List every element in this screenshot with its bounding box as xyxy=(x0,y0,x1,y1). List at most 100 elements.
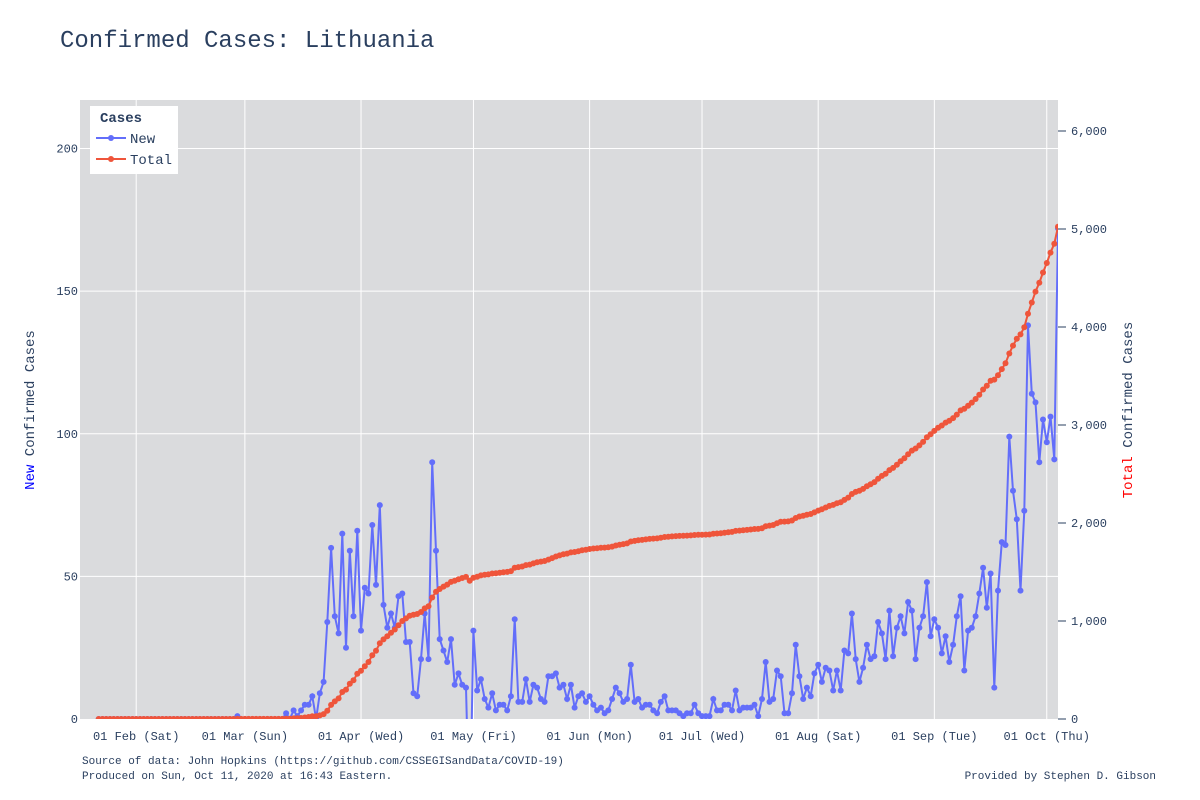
new-point xyxy=(519,698,526,705)
total-point xyxy=(358,667,364,674)
total-point xyxy=(905,451,912,458)
new-point xyxy=(818,678,825,685)
new-point xyxy=(830,687,837,694)
new-point xyxy=(343,644,349,651)
total-point xyxy=(1051,240,1058,247)
new-point xyxy=(582,698,589,705)
new-point xyxy=(882,656,889,663)
total-point xyxy=(1040,269,1046,276)
total-point xyxy=(1032,288,1039,295)
new-point xyxy=(560,681,567,688)
x-tick-label: 01 Apr (Wed) xyxy=(318,730,404,744)
new-point xyxy=(609,696,616,702)
new-point xyxy=(1017,587,1024,594)
new-point xyxy=(792,641,799,648)
legend-swatch-marker xyxy=(108,156,114,162)
new-point xyxy=(968,624,975,631)
total-point xyxy=(1028,299,1035,306)
new-point xyxy=(1043,439,1050,446)
new-point xyxy=(429,459,436,466)
new-point xyxy=(983,604,990,611)
new-point xyxy=(463,684,469,691)
total-point xyxy=(365,659,372,665)
y-left-axis-title-prefix: New xyxy=(23,464,39,490)
y-right-tick-label: 3,000 xyxy=(1071,419,1107,433)
new-point xyxy=(815,661,822,668)
new-point xyxy=(1032,399,1039,406)
new-point xyxy=(687,710,694,717)
new-point xyxy=(886,607,893,614)
new-point xyxy=(875,619,882,625)
new-point xyxy=(856,678,863,685)
new-point xyxy=(526,698,533,705)
new-point xyxy=(953,613,960,620)
total-point xyxy=(429,594,436,601)
total-point xyxy=(920,438,927,445)
new-point xyxy=(916,624,923,631)
new-point xyxy=(489,690,496,697)
new-point xyxy=(511,616,518,623)
new-point xyxy=(950,641,957,648)
total-point xyxy=(418,609,424,615)
new-point xyxy=(796,673,803,680)
total-point xyxy=(463,573,469,580)
new-point xyxy=(380,601,387,608)
new-point xyxy=(774,667,780,674)
new-point xyxy=(320,678,327,685)
y-left-tick-label: 100 xyxy=(56,428,78,442)
x-tick-label: 01 Feb (Sat) xyxy=(93,730,179,744)
new-point xyxy=(328,544,335,551)
new-point xyxy=(751,701,758,708)
x-tick-label: 01 Jun (Mon) xyxy=(546,730,632,744)
total-point xyxy=(391,626,398,633)
total-point xyxy=(1055,223,1058,230)
new-point xyxy=(901,630,908,637)
new-point xyxy=(1021,507,1028,514)
total-point xyxy=(882,470,889,477)
total-point xyxy=(1063,201,1069,207)
new-point xyxy=(905,599,912,605)
y-left-axis-title-suffix: Confirmed Cases xyxy=(23,330,39,464)
new-point xyxy=(920,613,927,620)
new-point xyxy=(365,590,372,597)
new-point xyxy=(354,527,361,534)
total-point xyxy=(1021,324,1028,331)
new-point xyxy=(571,704,578,711)
y-left-axis-title: New Confirmed Cases xyxy=(23,330,39,490)
y-right-tick-label: 2,000 xyxy=(1071,517,1107,531)
new-point xyxy=(492,707,499,714)
new-point xyxy=(927,633,934,640)
new-point xyxy=(373,581,379,588)
y-right-axis-title-prefix: Total xyxy=(1121,456,1137,498)
new-point xyxy=(590,701,597,708)
total-point xyxy=(1043,260,1050,266)
x-tick-label: 01 Sep (Tue) xyxy=(891,730,977,744)
y-right-tick-label: 1,000 xyxy=(1071,615,1107,629)
new-point xyxy=(1074,382,1080,388)
new-point xyxy=(1013,516,1020,523)
x-tick-label: 01 May (Fri) xyxy=(430,730,516,744)
new-point xyxy=(826,667,833,674)
new-point xyxy=(935,624,942,631)
source-note: Source of data: John Hopkins (https://gi… xyxy=(82,756,564,768)
new-point xyxy=(564,696,571,702)
new-point xyxy=(298,707,305,714)
new-point xyxy=(384,624,391,631)
new-point xyxy=(388,610,394,617)
new-point xyxy=(612,684,619,691)
total-point xyxy=(991,376,998,383)
new-point xyxy=(957,593,964,600)
total-point xyxy=(373,647,379,654)
new-point xyxy=(418,656,424,663)
new-point xyxy=(477,676,484,683)
new-point xyxy=(316,690,323,697)
total-point xyxy=(425,603,432,610)
new-point xyxy=(624,696,631,702)
total-point xyxy=(1081,145,1087,151)
new-point xyxy=(811,670,818,677)
total-point xyxy=(1074,172,1080,178)
new-point xyxy=(845,650,852,657)
total-point xyxy=(1013,335,1020,342)
new-point xyxy=(1006,433,1013,440)
new-point xyxy=(406,639,413,645)
